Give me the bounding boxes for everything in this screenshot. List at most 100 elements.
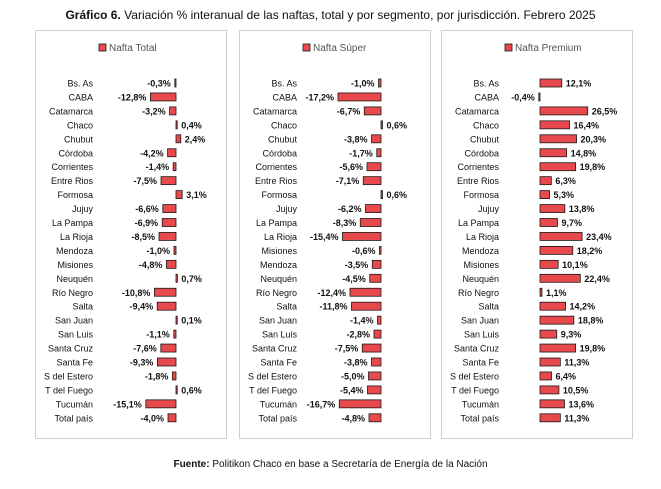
bar-row-jujuy: Jujuy -6,6% [72,204,177,214]
bar [169,106,177,116]
category-label: Corrientes [255,162,297,172]
bar-row-rio-negro: Río Negro 1,1% [458,288,567,298]
bar [539,176,552,186]
bar-row-entre-rios: Entre Rios -7,1% [255,176,382,186]
bar [167,148,177,158]
bar [349,287,382,297]
data-label: -6,9% [135,218,159,228]
data-label: 18,2% [577,246,603,256]
bar-row-chaco: Chaco 16,4% [473,120,599,130]
bar [368,371,382,381]
bar-row-salta: Salta 14,2% [478,302,595,312]
bar-row-cordoba: Córdoba 14,8% [464,148,596,158]
bar [539,315,575,325]
data-label: -3,5% [345,260,369,270]
data-label: 0,1% [181,316,202,326]
category-label: Chaco [271,120,297,130]
category-label: Santa Fe [260,358,297,368]
category-label: Córdoba [58,148,93,158]
category-label: Total país [258,413,297,423]
category-label: Bs. As [473,79,499,89]
category-label: Catamarca [455,106,499,116]
bar-row-san-juan: San Juan 18,8% [461,316,603,326]
data-label: 0,6% [387,120,408,130]
bar-row-rio-negro: Río Negro -12,4% [256,287,382,298]
data-label: -5,0% [341,371,365,381]
bar-row-salta: Salta -11,8% [276,301,382,312]
category-label: Corrientes [457,162,499,172]
data-label: -6,6% [135,204,159,214]
category-label: T del Fuego [249,385,297,395]
category-label: Total país [460,413,499,423]
bar-row-mendoza: Mendoza 18,2% [462,246,602,256]
bar [365,204,382,213]
data-label: -4,2% [140,148,164,158]
bar [380,120,383,130]
bar-row-corrientes: Corrientes 19,8% [457,162,605,172]
bar [539,329,558,339]
data-label: 26,5% [592,106,618,116]
bar [363,106,382,116]
bar [165,259,177,269]
bar-row-entre-rios: Entre Rios -7,5% [51,176,177,186]
legend-label: Nafta Total [109,43,157,54]
bar [539,259,559,269]
bar-row-misiones: Misiones 10,1% [463,260,587,270]
bar [342,232,382,241]
category-label: Entre Rios [457,176,500,186]
data-label: -1,8% [145,371,169,381]
data-label: 13,8% [569,204,595,214]
bar [173,245,177,255]
data-label: -4,0% [140,413,164,423]
category-label: Jujuy [478,204,500,214]
data-label: -7,6% [133,344,157,354]
category-label: Salta [72,302,93,312]
bar-row-caba: CABA -0,4% [474,92,541,102]
category-label: Chubut [64,134,94,144]
bar [539,106,589,116]
category-label: S del Estero [44,371,93,381]
category-label: La Rioja [466,232,499,242]
bar [371,357,382,367]
bar-row-santa-fe: Santa Fe 11,3% [462,358,589,368]
category-label: La Pampa [52,218,93,228]
bar [156,301,177,311]
category-label: Mendoza [260,260,297,270]
bar [539,343,577,353]
category-label: S del Estero [450,371,499,381]
bar [175,273,178,283]
data-label: -12,8% [118,92,147,102]
bar-row-chubut: Chubut 20,3% [470,134,606,144]
bar-row-santa-cruz: Santa Cruz 19,8% [454,344,605,354]
figure-title: Gráfico 6. Variación % interanual de las… [0,8,661,22]
data-label: -11,8% [319,302,347,312]
bar [351,301,382,311]
bar-row-chubut: Chubut -3,8% [268,134,382,144]
data-label: -0,3% [147,79,171,89]
category-label: La Pampa [256,218,297,228]
bar-row-misiones: Misiones -0,6% [261,246,382,256]
bar-row-neuquen: Neuquén 0,7% [56,274,201,284]
data-label: -0,6% [352,246,376,256]
data-label: -1,7% [349,148,373,158]
category-label: Jujuy [72,204,94,214]
category-label: T del Fuego [45,385,93,395]
bar [161,218,177,227]
bar [539,287,543,297]
bar-row-entre-rios: Entre Rios 6,3% [457,176,576,186]
bar [337,92,382,102]
bar [539,371,552,381]
data-label: 23,4% [586,232,612,242]
legend-swatch [98,43,107,52]
category-label: Río Negro [52,288,93,298]
bar-row-la-rioja: La Rioja -8,5% [60,232,177,242]
category-label: CABA [474,92,499,102]
bar [539,204,566,213]
data-label: 0,6% [387,190,408,200]
category-label: San Juan [461,316,499,326]
bar [158,232,177,241]
bar-row-san-luis: San Luis 9,3% [464,330,581,340]
figure-source: Fuente: Politikon Chaco en base a Secret… [0,459,661,470]
bar-row-formosa: Formosa 5,3% [463,190,574,200]
category-label: Catamarca [253,106,297,116]
